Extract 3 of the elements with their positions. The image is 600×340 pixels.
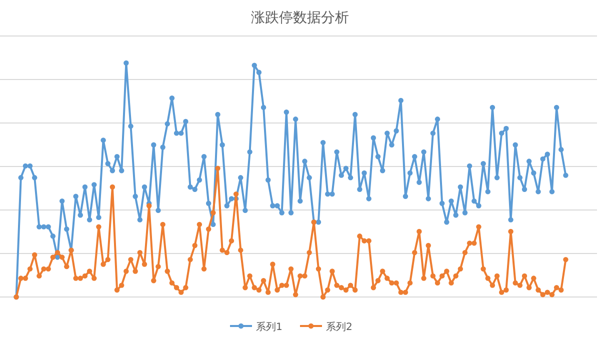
legend-label: 系列2 xyxy=(326,321,352,333)
title: 涨跌停数据分析 xyxy=(251,10,349,26)
legend-label: 系列1 xyxy=(256,321,282,333)
